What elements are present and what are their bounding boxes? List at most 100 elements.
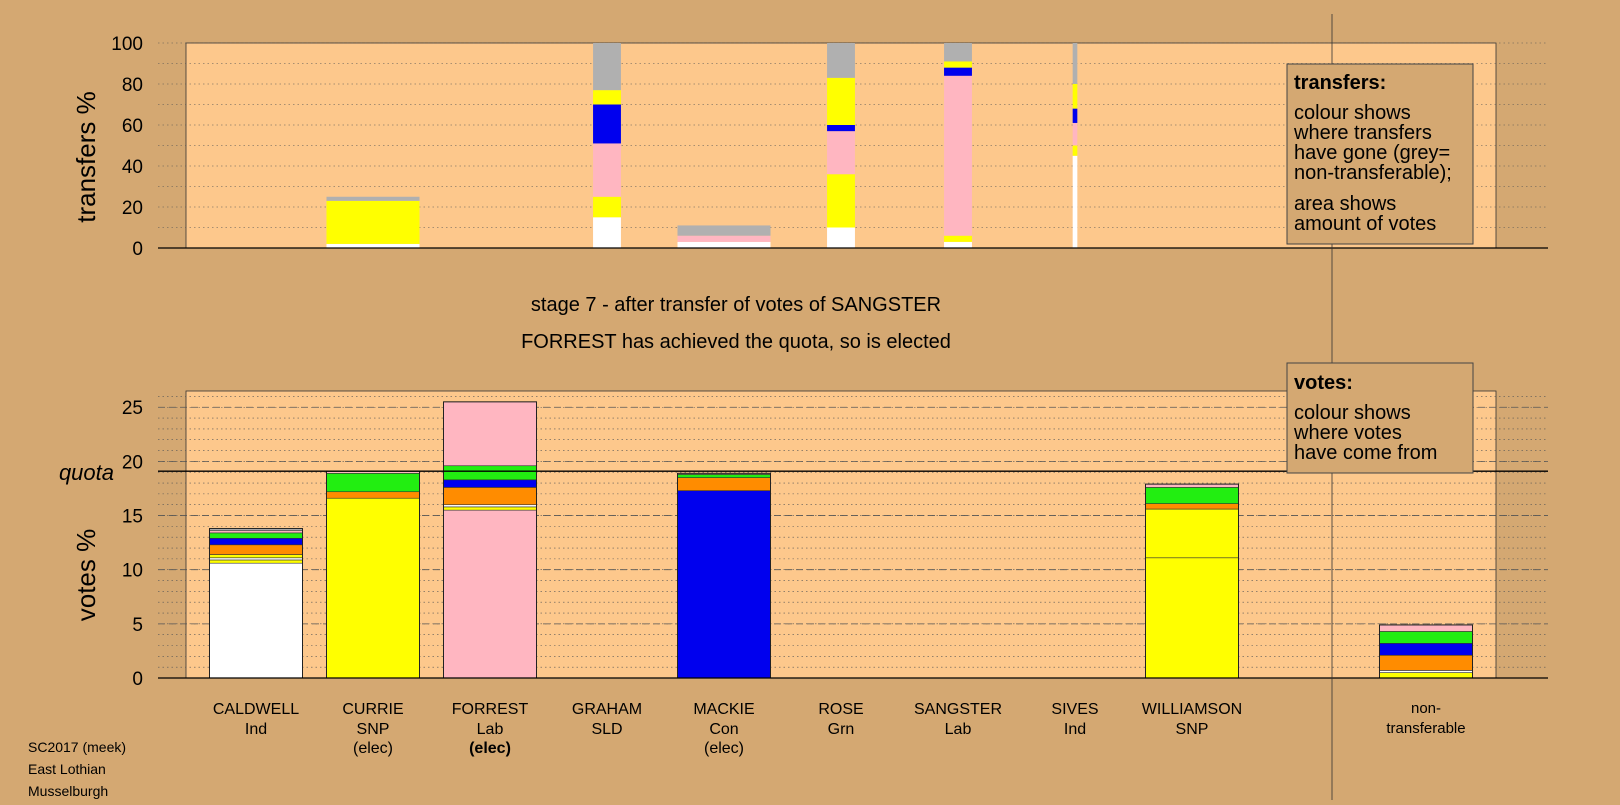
votes-bar-segment (1379, 670, 1473, 673)
candidate-status: (elec) (353, 740, 393, 757)
votes-legend-line: have come from (1294, 442, 1437, 464)
candidate-labels: CALDWELL Ind CURRIE SNP (elec) FORREST Lab (ele… (213, 14, 1466, 800)
candidate-party: Ind (1064, 721, 1086, 738)
votes-axis-label: votes % (71, 529, 101, 622)
votes-bar-segment (209, 537, 303, 546)
votes-legend-line: where votes (1293, 422, 1402, 444)
votes-bar-segment (1379, 654, 1473, 671)
nontransferable-label: transferable (1386, 720, 1465, 737)
candidate-party: Ind (245, 721, 267, 738)
votes-bar-segment (1145, 487, 1239, 504)
votes-bar-segment (209, 530, 303, 534)
transfers-legend: transfers: colour shows where transfers … (1286, 63, 1474, 245)
votes-bar-segment (1379, 624, 1473, 632)
meta-election: SC2017 (meek) (28, 739, 126, 755)
votes-tick-label: 5 (132, 615, 143, 636)
transfers-bar-segment (593, 217, 621, 248)
candidate-party: Con (709, 721, 738, 738)
transfers-bar-segment (827, 131, 855, 175)
transfers-tick-label: 20 (122, 198, 143, 219)
votes-bar-segment (209, 559, 303, 564)
candidate-party: Lab (945, 721, 972, 738)
transfers-bar-segment (593, 43, 621, 91)
candidate-name: ROSE (818, 701, 863, 718)
transfers-legend-line: non-transferable); (1294, 162, 1452, 184)
votes-bar-segment (209, 562, 303, 679)
votes-bar-segment (443, 504, 537, 508)
candidate-party: SNP (1176, 721, 1209, 738)
votes-bar-segment (443, 506, 537, 511)
votes-bar-segment (209, 554, 303, 559)
votes-chart: 0 5 10 15 20 25 votes % quota (59, 390, 1548, 690)
meta-council: East Lothian (28, 761, 106, 777)
votes-bar-segment (677, 477, 771, 491)
votes-tick-label: 15 (122, 507, 143, 528)
votes-legend-title: votes: (1294, 372, 1353, 394)
votes-tick-label: 20 (122, 452, 143, 473)
transfers-tick-label: 0 (132, 239, 143, 260)
candidate-party: SNP (357, 721, 390, 738)
transfers-legend-line: colour shows (1294, 102, 1411, 124)
transfers-bar-segment (593, 196, 621, 218)
votes-bar-segment (209, 532, 303, 539)
transfers-bar-segment (1072, 108, 1078, 123)
transfers-legend-line: area shows (1294, 193, 1396, 215)
transfers-tick-label: 100 (111, 34, 143, 55)
votes-bar-segment (443, 401, 537, 467)
transfers-bar-segment (944, 241, 972, 248)
transfers-bar-segment (1072, 145, 1078, 156)
candidate-name: FORREST (452, 701, 529, 718)
transfers-legend-title: transfers: (1294, 72, 1386, 94)
candidate-name: WILLIAMSON (1142, 701, 1242, 718)
candidate-name: GRAHAM (572, 701, 642, 718)
candidate-party: Lab (477, 721, 504, 738)
votes-bar-segment (326, 473, 420, 493)
nontransferable-label: non- (1411, 700, 1441, 717)
candidate-name: MACKIE (693, 701, 754, 718)
votes-legend: votes: colour shows where votes have com… (1286, 362, 1474, 474)
transfers-bar-segment (1072, 84, 1078, 109)
votes-bar-segment (443, 479, 537, 488)
transfers-bar-segment (677, 241, 771, 248)
votes-tick-label: 25 (122, 398, 143, 419)
stage-title: stage 7 - after transfer of votes of SAN… (531, 294, 941, 316)
transfers-bar-segment (677, 225, 771, 236)
transfers-bar-segment (944, 67, 972, 76)
transfers-bar-segment (827, 227, 855, 248)
transfers-bar-segment (593, 143, 621, 197)
candidate-status: (elec) (469, 740, 511, 757)
stage-subtitle: FORREST has achieved the quota, so is el… (521, 331, 951, 353)
transfers-bar-segment (827, 77, 855, 125)
votes-bar-segment (1379, 631, 1473, 644)
votes-tick-label: 10 (122, 561, 143, 582)
votes-bar-segment (677, 490, 771, 679)
transfers-tick-label: 40 (122, 157, 143, 178)
transfers-chart: 0 20 40 60 80 100 transfers % (71, 34, 1548, 260)
votes-bar-segment (677, 474, 771, 478)
transfers-bar-segment (944, 61, 972, 68)
transfers-bar-segment (593, 104, 621, 144)
votes-bar-segment (1379, 672, 1473, 679)
transfers-tick-label: 60 (122, 116, 143, 137)
transfers-bar-segment (1072, 155, 1078, 248)
votes-bar-segment (1379, 643, 1473, 656)
transfers-axis-label: transfers % (71, 91, 101, 223)
transfers-tick-label: 80 (122, 75, 143, 96)
votes-bar-segment (209, 557, 303, 561)
candidate-name: SANGSTER (914, 701, 1002, 718)
votes-bar-segment (443, 465, 537, 481)
candidate-name: SIVES (1051, 701, 1098, 718)
transfers-bar-segment (827, 125, 855, 132)
votes-legend-line: colour shows (1294, 402, 1411, 424)
transfers-bar-segment (1072, 43, 1078, 84)
candidate-name: CURRIE (342, 701, 403, 718)
transfers-bar-segment (827, 174, 855, 228)
transfers-bar-segment (326, 243, 420, 248)
candidate-party: SLD (591, 721, 622, 738)
transfers-bar-segment (326, 200, 420, 244)
transfers-bar-segment (326, 196, 420, 201)
transfers-bar-segment (944, 235, 972, 242)
transfers-bar-segment (677, 235, 771, 242)
votes-bar-segment (443, 487, 537, 506)
candidate-name: CALDWELL (213, 701, 299, 718)
